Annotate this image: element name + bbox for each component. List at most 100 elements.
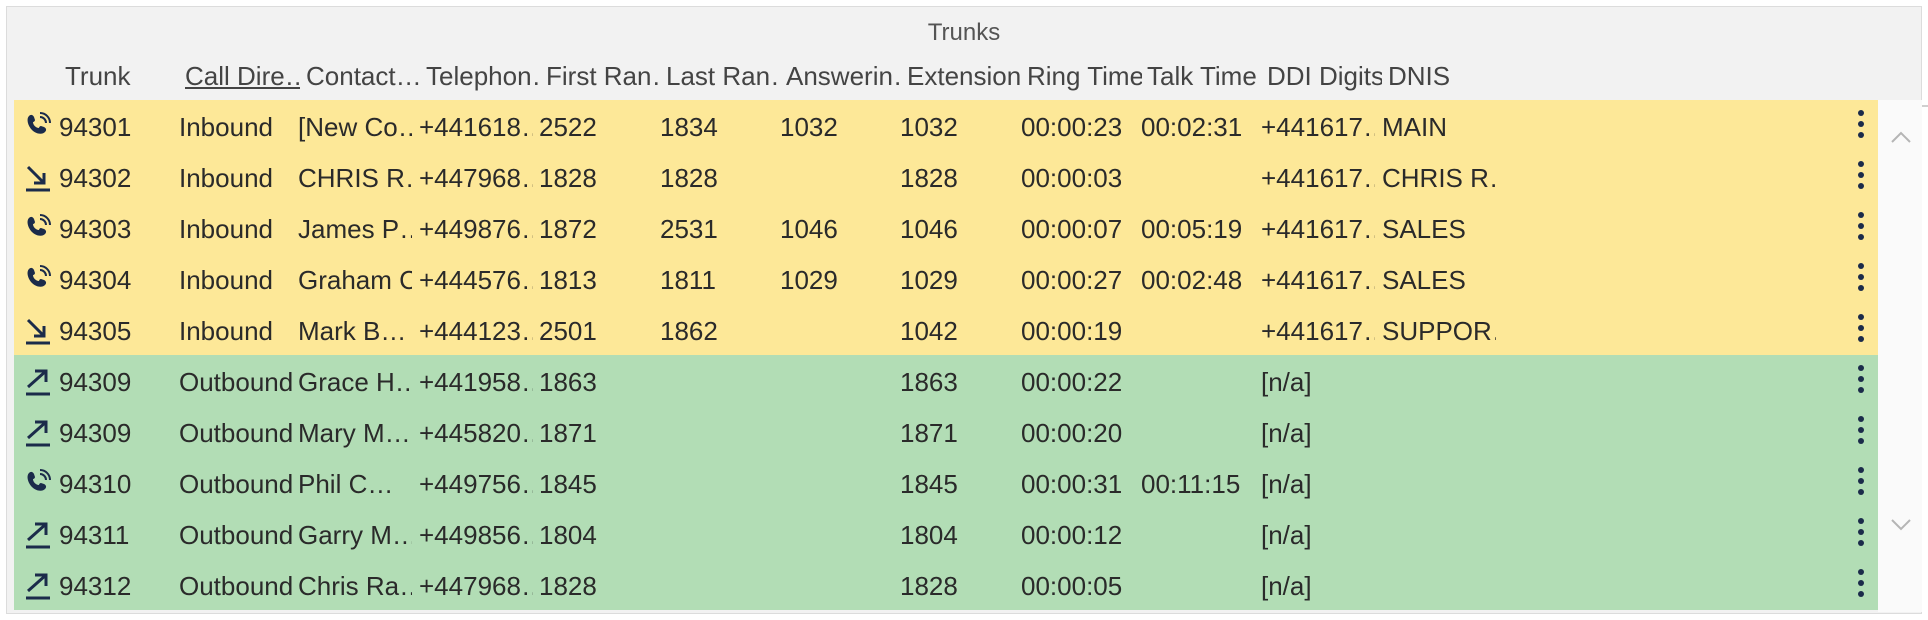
column-header-dnis[interactable]: DNIS [1388,61,1451,91]
ring-time-cell: 00:00:27 [1021,265,1123,295]
dnis-cell: MAIN [1382,112,1447,142]
telephone-cell: +444123… [419,316,533,346]
telephone-cell: +447968… [419,571,533,601]
column-header-contact[interactable]: Contact… [306,61,421,91]
row-menu-icon[interactable] [1856,263,1866,295]
talk-time-cell: 00:02:48 [1141,265,1243,295]
dnis-cell: SUPPOR… [1382,316,1496,346]
trunk-cell: 94302 [59,163,132,193]
table-row[interactable]: 94305 Inbound Mark B… +444123…2501 1862 1042 0… [14,304,1886,355]
table-row[interactable]: 94301 Inbound [New Co…+441618…2522 1834 1032… [14,100,1886,151]
column-header-trunk[interactable]: Trunk [65,61,131,91]
extension-cell: 1828 [900,571,958,601]
panel-title: Trunks [927,19,1001,46]
extension-cell: 1029 [900,265,958,295]
column-header-ring-time[interactable]: Ring Time [1027,61,1142,91]
column-header-extension[interactable]: Extension [907,61,1022,91]
scroll-down-icon[interactable] [1890,518,1912,532]
contact-cell: Grace H… [298,367,412,397]
trunk-cell: 94309 [59,418,132,448]
incoming-arrow-icon [26,165,50,192]
telephone-cell: +445820… [419,418,533,448]
ring-time-cell: 00:00:19 [1021,316,1123,346]
row-menu-icon[interactable] [1856,569,1866,601]
extension-cell: 1032 [900,112,958,142]
table-row[interactable]: 94303 Inbound James P…+449876…1872 2531 1046… [14,202,1886,253]
row-menu-icon[interactable] [1856,365,1866,397]
trunk-cell: 94305 [59,316,132,346]
direction-cell: Inbound [179,316,273,346]
extension-cell: 1042 [900,316,958,346]
outgoing-arrow-icon [26,369,50,396]
extension-cell: 1046 [900,214,958,244]
contact-cell: Mark B… [298,316,407,346]
talk-time-cell: 00:05:19 [1141,214,1243,244]
contact-cell: Garry M… [298,520,412,550]
first-ranked-cell: 1813 [539,265,597,295]
column-header-last-ranked[interactable]: Last Ran… [666,61,781,91]
first-ranked-cell: 1804 [539,520,597,550]
trunk-cell: 94309 [59,367,132,397]
telephone-cell: +449756… [419,469,533,499]
extension-cell: 1871 [900,418,958,448]
direction-cell: Outbound [179,520,293,550]
ring-time-cell: 00:00:12 [1021,520,1123,550]
row-menu-icon[interactable] [1856,467,1866,499]
ring-time-cell: 00:00:07 [1021,214,1123,244]
contact-cell: James P… [298,214,412,244]
direction-cell: Inbound [179,163,273,193]
incoming-arrow-icon [26,318,50,345]
first-ranked-cell: 2501 [539,316,597,346]
talk-time-cell: 00:11:15 [1141,469,1241,499]
column-header-call-direction[interactable]: Call Dire… [185,61,300,91]
last-ranked-cell: 2531 [660,214,718,244]
row-menu-icon[interactable] [1856,314,1866,346]
column-header-ddi-digits[interactable]: DDI Digits [1267,61,1382,91]
table-row[interactable]: 94304 Inbound Graham C…+444576…1813 1811 102… [14,253,1886,304]
ddi-digits-cell: [n/a] [1261,469,1312,499]
column-header-telephone[interactable]: Telephon… [426,61,541,91]
direction-cell: Inbound [179,214,273,244]
ddi-digits-cell: [n/a] [1261,367,1312,397]
last-ranked-cell: 1862 [660,316,718,346]
column-header-talk-time[interactable]: Talk Time [1147,61,1257,91]
column-header-first-ranked[interactable]: First Ran… [546,61,661,91]
row-menu-icon[interactable] [1856,416,1866,448]
row-menu-icon[interactable] [1856,161,1866,193]
ring-time-cell: 00:00:23 [1021,112,1123,142]
trunks-table-body: 94301 Inbound [New Co…+441618…2522 1834 1032… [14,100,1886,610]
scroll-up-icon[interactable] [1890,130,1912,144]
ring-time-cell: 00:00:31 [1021,469,1123,499]
contact-cell: [New Co… [298,112,412,142]
row-menu-icon[interactable] [1856,212,1866,244]
trunk-cell: 94312 [59,571,132,601]
column-header-answering[interactable]: Answerin… [786,61,901,91]
phone-ringing-icon [27,265,51,287]
row-menu-icon[interactable] [1856,518,1866,550]
table-header: Trunk Call Dire… Contact… Telephon… Firs… [15,55,1928,107]
ddi-digits-cell: +441617… [1261,163,1375,193]
contact-cell: Chris Ra… [298,571,412,601]
answering-cell: 1029 [780,265,838,295]
direction-cell: Outbound [179,571,293,601]
ddi-digits-cell: +441617… [1261,112,1375,142]
dnis-cell: SALES [1382,265,1466,295]
contact-cell: Phil C… [298,469,394,499]
vertical-scrollbar[interactable] [1878,100,1922,612]
contact-cell: Graham C… [298,265,412,295]
row-menu-icon[interactable] [1856,110,1866,142]
answering-cell: 1032 [780,112,838,142]
answering-cell: 1046 [780,214,838,244]
first-ranked-cell: 2522 [539,112,597,142]
last-ranked-cell: 1811 [660,265,716,295]
direction-cell: Inbound [179,112,273,142]
last-ranked-cell: 1834 [660,112,718,142]
ring-time-cell: 00:00:22 [1021,367,1123,397]
ring-time-cell: 00:00:05 [1021,571,1123,601]
